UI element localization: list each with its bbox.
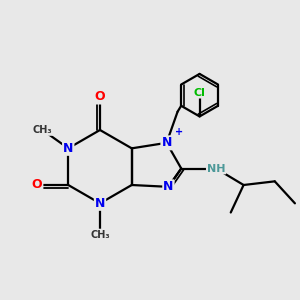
Text: O: O	[32, 178, 42, 191]
Text: N: N	[161, 136, 172, 149]
Text: N: N	[63, 142, 74, 155]
Text: +: +	[175, 127, 183, 137]
Text: CH₃: CH₃	[90, 230, 110, 239]
Text: CH₃: CH₃	[33, 125, 52, 135]
Text: Cl: Cl	[194, 88, 206, 98]
Text: O: O	[95, 91, 105, 103]
Text: NH: NH	[207, 164, 225, 173]
Text: N: N	[163, 180, 174, 193]
Text: N: N	[95, 197, 105, 210]
